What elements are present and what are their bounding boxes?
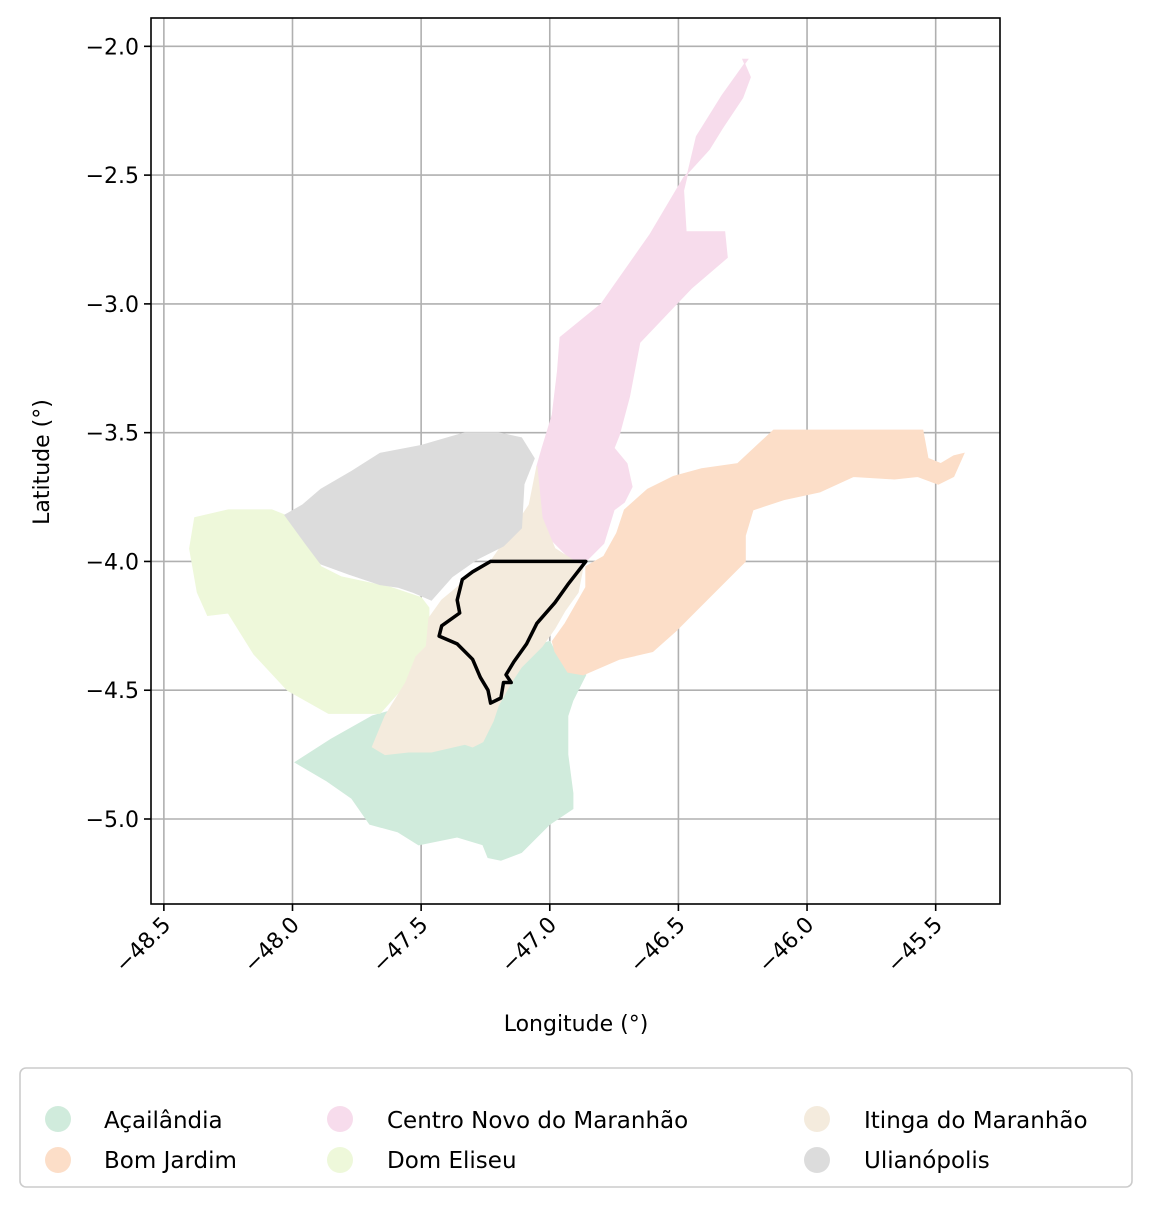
x-tick-label-1: −48.0 [239, 913, 304, 978]
region-itinga-do-maranhao [371, 466, 584, 756]
region-ulianopolis [284, 432, 535, 601]
legend-label-centro-novo: Centro Novo do Maranhão [387, 1108, 688, 1134]
highlight-outline-layer [437, 559, 588, 705]
y-tick-label-4: −4.0 [86, 550, 139, 575]
legend-marker-ulianopolis [804, 1147, 830, 1173]
y-axis-ticks: −2.0 −2.5 −3.0 −3.5 −4.0 −4.5 −5.0 [86, 35, 151, 833]
x-tick-label-6: −45.5 [883, 913, 948, 978]
highlight-outline [437, 559, 588, 705]
x-tick-label-3: −47.0 [497, 913, 562, 978]
legend-marker-itinga [804, 1106, 830, 1132]
legend-marker-centro-novo [327, 1106, 353, 1132]
y-tick-label-2: −3.0 [86, 293, 139, 318]
x-tick-label-5: −46.0 [754, 913, 819, 978]
x-tick-label-0: −48.5 [111, 913, 176, 978]
legend: Açailândia Centro Novo do Maranhão Iting… [19, 1067, 1133, 1188]
legend-label-acailandia: Açailândia [104, 1108, 223, 1134]
legend-frame [19, 1067, 1133, 1188]
y-tick-label-1: −2.5 [86, 164, 139, 189]
legend-marker-dom-eliseu [327, 1147, 353, 1173]
x-tick-label-4: −46.5 [625, 913, 690, 978]
region-bom-jardim [551, 429, 965, 676]
y-tick-label-3: −3.5 [86, 422, 139, 447]
x-axis-ticks: −48.5 −48.0 −47.5 −47.0 −46.5 −46.0 −45.5 [111, 904, 948, 978]
y-axis-title: Latitude (°) [30, 399, 55, 525]
legend-marker-bom-jardim [45, 1147, 71, 1173]
plot-frame [150, 17, 1001, 905]
legend-label-itinga: Itinga do Maranhão [864, 1108, 1088, 1134]
legend-label-ulianopolis: Ulianópolis [864, 1148, 990, 1174]
regions [189, 58, 965, 861]
legend-label-bom-jardim: Bom Jardim [104, 1148, 237, 1174]
y-tick-label-0: −2.0 [86, 35, 139, 60]
legend-marker-acailandia [45, 1106, 71, 1132]
y-tick-label-5: −4.5 [86, 679, 139, 704]
y-tick-label-6: −5.0 [86, 808, 139, 833]
x-tick-label-2: −47.5 [368, 913, 433, 978]
legend-label-dom-eliseu: Dom Eliseu [387, 1148, 517, 1174]
x-axis-title: Longitude (°) [504, 1012, 649, 1037]
